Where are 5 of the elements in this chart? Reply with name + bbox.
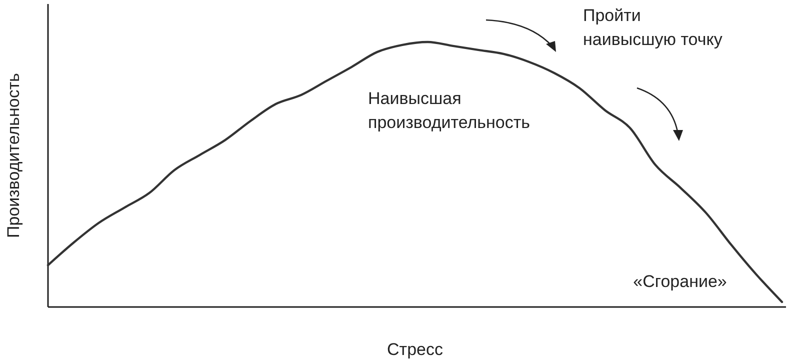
annotation: Пройти наивысшую точку	[583, 6, 723, 49]
annotation: Наивысшая производительность	[368, 89, 530, 132]
y-axis-title: Производительность	[4, 72, 23, 238]
x-axis-title: Стресс	[387, 340, 444, 359]
annotation: «Сгорание»	[633, 272, 727, 291]
